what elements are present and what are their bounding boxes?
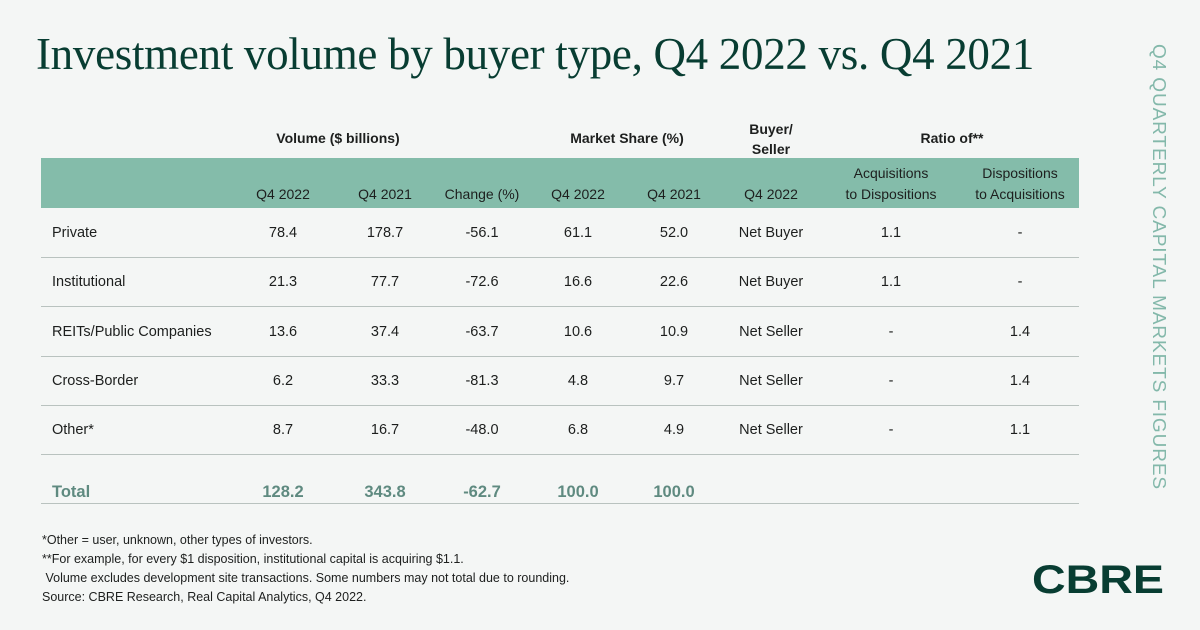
subheader-volume-q4-2022: Q4 2022	[256, 186, 310, 202]
subheader-change: Change (%)	[444, 186, 520, 202]
row-label: Cross-Border	[52, 372, 139, 389]
table-cell: 4.8	[567, 372, 589, 389]
table-cell: 77.7	[370, 274, 400, 291]
table-cell: 21.3	[268, 274, 298, 291]
group-header-buyer-seller-line2: Seller	[751, 141, 791, 157]
table-cell: 6.2	[272, 372, 294, 389]
subheader-share-q4-2022: Q4 2022	[551, 186, 605, 202]
row-divider	[41, 503, 1079, 504]
group-header-ratio: Ratio of**	[920, 130, 984, 146]
table-cell: 16.6	[563, 274, 593, 291]
table-cell: 1.1	[880, 225, 902, 241]
subheader-dispositions-line1: Dispositions	[982, 165, 1058, 181]
table-cell: -63.7	[465, 323, 499, 340]
row-divider	[41, 454, 1079, 455]
subheader-acquisitions-line1: Acquisitions	[853, 165, 929, 181]
table-cell: 178.7	[366, 225, 404, 241]
table-cell: -	[888, 372, 894, 389]
row-divider	[41, 356, 1079, 357]
table-cell: 61.1	[563, 225, 593, 241]
subheader-buyer-seller-q4-2022: Q4 2022	[744, 186, 798, 202]
group-header-buyer-seller-line1: Buyer/	[749, 121, 793, 137]
table-cell: -	[1017, 274, 1023, 291]
table-cell: -	[1017, 225, 1023, 241]
table-cell: 1.4	[1009, 372, 1031, 389]
table-cell: 10.9	[659, 323, 689, 340]
table-cell: 100.0	[557, 482, 599, 501]
subheader-share-q4-2021: Q4 2021	[647, 186, 701, 202]
group-header-volume: Volume ($ billions)	[276, 130, 400, 146]
table-cell: -72.6	[465, 274, 499, 291]
table-cell: 128.2	[262, 482, 304, 501]
cbre-logo: CBRE	[1032, 558, 1164, 600]
table-cell: 1.1	[880, 274, 902, 291]
row-label: REITs/Public Companies	[52, 323, 212, 340]
table-cell: -	[888, 422, 894, 439]
table-cell: Net Seller	[739, 422, 803, 439]
table-cell: 9.7	[663, 372, 685, 389]
row-label: Private	[52, 225, 98, 241]
footnote-volume: Volume excludes development site transac…	[42, 571, 570, 585]
row-divider	[41, 405, 1079, 406]
header-band	[41, 158, 1079, 208]
table-cell: 1.1	[1009, 422, 1031, 439]
group-header-market-share: Market Share (%)	[570, 130, 684, 146]
row-divider	[41, 257, 1079, 258]
footnote-source: Source: CBRE Research, Real Capital Anal…	[42, 590, 367, 604]
table-cell: Net Buyer	[738, 225, 804, 241]
subheader-volume-q4-2021: Q4 2021	[358, 186, 412, 202]
subheader-dispositions-line2: to Acquisitions	[975, 186, 1065, 202]
table-cell: -	[888, 323, 894, 340]
table-cell: Net Seller	[739, 372, 803, 389]
table-cell: Net Buyer	[738, 274, 804, 291]
table-cell: 37.4	[370, 323, 400, 340]
row-label: Institutional	[52, 274, 126, 291]
subheader-acquisitions-line2: to Dispositions	[845, 186, 937, 202]
table-cell: 13.6	[268, 323, 298, 340]
table-cell: 100.0	[653, 482, 695, 501]
table-cell: -62.7	[463, 482, 501, 501]
table-cell: 16.7	[370, 422, 400, 439]
footnote-example: **For example, for every $1 disposition,…	[42, 552, 464, 566]
cbre-logo-text: CBRE	[1032, 558, 1164, 600]
table-cell: 52.0	[659, 225, 689, 241]
table-cell: 22.6	[659, 274, 689, 291]
table-cell: -48.0	[465, 422, 499, 439]
row-divider	[41, 306, 1079, 307]
table-cell: -56.1	[465, 225, 499, 241]
row-label: Other*	[52, 422, 94, 439]
table-cell: -81.3	[465, 372, 499, 389]
table-cell: 78.4	[268, 225, 298, 241]
table-cell: 4.9	[663, 422, 685, 439]
table-cell: 343.8	[364, 482, 406, 501]
footnote-other: *Other = user, unknown, other types of i…	[42, 533, 313, 547]
table-cell: 6.8	[567, 422, 589, 439]
table-cell: Net Seller	[739, 323, 803, 340]
row-label: Total	[52, 482, 91, 501]
side-label: Q4 QUARTERLY CAPITAL MARKETS FIGURES	[1149, 44, 1169, 490]
table-cell: 10.6	[563, 323, 593, 340]
page-title: Investment volume by buyer type, Q4 2022…	[36, 29, 1035, 79]
table-cell: 33.3	[370, 372, 400, 389]
side-label-text: Q4 QUARTERLY CAPITAL MARKETS FIGURES	[1149, 44, 1169, 490]
table-cell: 1.4	[1009, 323, 1031, 340]
table-cell: 8.7	[272, 422, 294, 439]
